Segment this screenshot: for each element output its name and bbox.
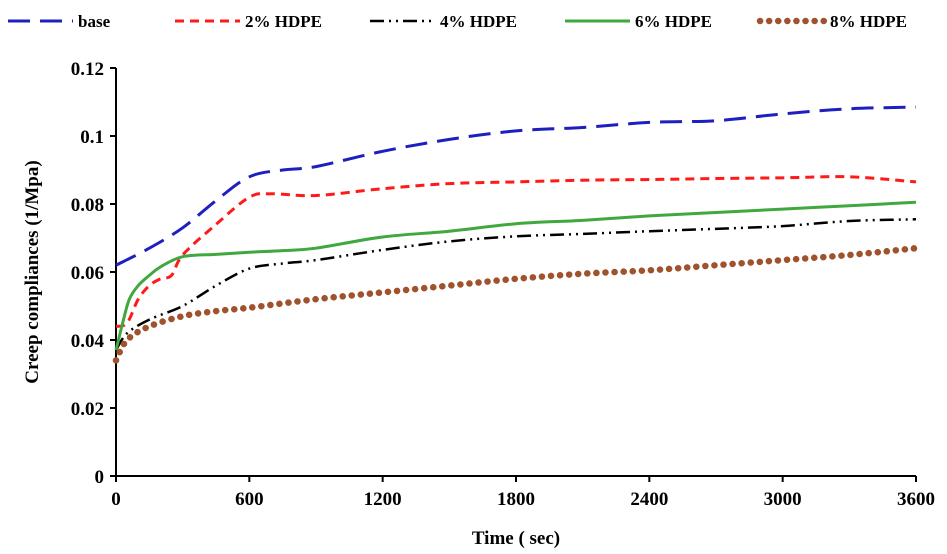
- y-tick-label: 0.04: [71, 331, 105, 352]
- x-tick-label: 1800: [497, 489, 535, 510]
- legend-label-4: 8% HDPE: [830, 12, 907, 31]
- series-line-1: [115, 175, 917, 328]
- x-axis-label: Time ( sec): [472, 528, 560, 549]
- series-line-4: [112, 244, 920, 364]
- legend: base 2% HDPE 4% HDPE 6% HDPE 8% HDPE: [8, 12, 907, 31]
- x-tick-label: 600: [235, 489, 264, 510]
- y-tick-label: 0.1: [80, 127, 104, 148]
- y-tick-label: 0: [95, 467, 105, 488]
- y-axis-label: Creep compliances (1/Mpa): [22, 160, 43, 383]
- legend-label-2: 4% HDPE: [440, 12, 517, 31]
- y-tick-label: 0.02: [71, 399, 104, 420]
- axes: 0 0.02 0.04 0.06 0.08 0.1 0.12 0 600 1200 1800 2400…: [71, 59, 935, 510]
- x-tick-label: 2400: [630, 489, 668, 510]
- x-tick-label: 0: [111, 489, 121, 510]
- legend-label-1: 2% HDPE: [245, 12, 322, 31]
- x-tick-label: 3600: [897, 489, 935, 510]
- series-lines: [112, 105, 920, 364]
- series-line-0: [115, 105, 917, 267]
- series-line-3: [114, 200, 917, 351]
- legend-label-0: base: [78, 12, 111, 31]
- y-tick-label: 0.06: [71, 263, 104, 284]
- y-tick-label: 0.12: [71, 59, 104, 80]
- x-tick-label: 1200: [364, 489, 402, 510]
- legend-label-3: 6% HDPE: [635, 12, 712, 31]
- y-tick-label: 0.08: [71, 195, 104, 216]
- x-tick-label: 3000: [764, 489, 802, 510]
- series-line-2: [114, 218, 917, 351]
